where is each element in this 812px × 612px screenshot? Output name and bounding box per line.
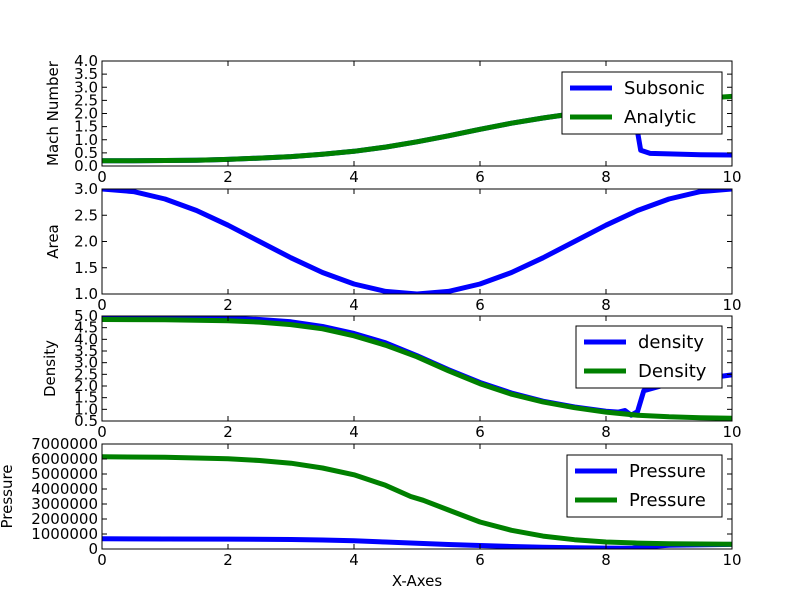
legend-box	[575, 325, 723, 389]
y-tick-label: 1.0	[74, 285, 98, 303]
legend-label: Analytic	[624, 107, 696, 128]
x-tick-label: 10	[722, 551, 741, 569]
series-line-area-0	[102, 189, 732, 294]
axes-frame	[101, 443, 733, 550]
y-tick-label: 3.0	[74, 180, 98, 198]
y-tick-label: 2.5	[74, 206, 98, 224]
x-tick-label: 8	[601, 296, 611, 314]
y-tick-label: 2.0	[74, 233, 98, 251]
y-axis-label: Area	[44, 224, 62, 259]
y-tick-label: 0	[88, 540, 98, 558]
legend-label: density	[638, 332, 704, 353]
axes-frame	[101, 315, 733, 422]
legend-label: Pressure	[629, 490, 706, 511]
y-tick-label: 2000000	[31, 510, 98, 528]
x-tick-label: 10	[722, 296, 741, 314]
y-tick-label: 4.5	[74, 319, 98, 337]
x-tick-label: 6	[475, 168, 485, 186]
x-tick-label: 4	[349, 551, 359, 569]
y-tick-label: 5000000	[31, 465, 98, 483]
panel-2: 0 2 4 6 8 10 1.0 1.5 2.0 2.5 3.0 Area	[44, 180, 742, 314]
y-tick-label: 1.0	[74, 131, 98, 149]
x-tick-label: 8	[601, 168, 611, 186]
y-tick-label: 2.0	[74, 105, 98, 123]
y-tick-label: 2.5	[74, 91, 98, 109]
y-tick-label: 6000000	[31, 450, 98, 468]
y-tick-label: 3.0	[74, 78, 98, 96]
x-tick-label: 10	[722, 168, 741, 186]
y-tick-label: 1.5	[74, 118, 98, 136]
y-axis-label: Density	[41, 340, 59, 397]
panel-3: 0 2 4 6 8 10 0.51.01.52.02.53.03.54.04.55.0 Den…	[41, 307, 742, 441]
legend: Subsonic Analytic	[561, 71, 723, 135]
x-tick-label: 6	[475, 551, 485, 569]
legend-label: Density	[638, 361, 707, 382]
series-line-density-1	[102, 317, 732, 421]
x-tick-label: 2	[223, 423, 233, 441]
x-tick-label: 4	[349, 296, 359, 314]
panel-1: 0 2 4 6 8 10 0.00.51.01.52.02.53.03.54.0 Mach N…	[44, 52, 742, 186]
y-tick-label: 0.0	[74, 157, 98, 175]
legend-box	[566, 454, 723, 518]
y-tick-label: 4.0	[74, 330, 98, 348]
panel-4: 0 2 4 6 8 10010000002000000300000040000005000…	[0, 435, 742, 569]
axes-frame	[101, 188, 733, 295]
legend-label: Subsonic	[624, 78, 705, 99]
y-tick-label: 0.5	[74, 412, 98, 430]
y-tick-label: 1.5	[74, 259, 98, 277]
x-tick-label: 4	[349, 168, 359, 186]
y-tick-label: 3000000	[31, 495, 98, 513]
y-tick-label: 7000000	[31, 435, 98, 453]
x-tick-label: 8	[601, 423, 611, 441]
x-tick-label: 10	[722, 423, 741, 441]
legend-box	[561, 71, 723, 135]
y-tick-label: 1.5	[74, 389, 98, 407]
legend-label: Pressure	[629, 461, 706, 482]
x-tick-label: 0	[97, 168, 107, 186]
y-tick-label: 3.5	[74, 65, 98, 83]
x-tick-label: 4	[349, 423, 359, 441]
series-line-pressure-0	[102, 536, 732, 549]
x-tick-label: 8	[601, 551, 611, 569]
x-tick-label: 0	[97, 296, 107, 314]
y-tick-label: 1.0	[74, 400, 98, 418]
y-axis-label: Pressure	[0, 464, 16, 528]
y-tick-label: 2.0	[74, 377, 98, 395]
x-tick-label: 6	[475, 296, 485, 314]
x-tick-label: 2	[223, 168, 233, 186]
y-tick-label: 4.0	[74, 52, 98, 70]
y-tick-label: 3.0	[74, 354, 98, 372]
y-tick-label: 1000000	[31, 525, 98, 543]
y-tick-label: 0.5	[74, 144, 98, 162]
y-tick-label: 3.5	[74, 342, 98, 360]
x-tick-label: 6	[475, 423, 485, 441]
x-tick-label: 2	[223, 551, 233, 569]
y-tick-label: 2.5	[74, 365, 98, 383]
legend: Pressure Pressure	[566, 454, 723, 518]
x-tick-label: 2	[223, 296, 233, 314]
y-tick-label: 4000000	[31, 480, 98, 498]
x-axis-label: X-Axes	[392, 572, 443, 590]
legend: density Density	[575, 325, 723, 389]
y-tick-label: 5.0	[74, 307, 98, 325]
x-tick-label: 0	[97, 551, 107, 569]
y-axis-label: Mach Number	[44, 60, 62, 166]
x-tick-label: 0	[97, 423, 107, 441]
series-line-pressure-1	[102, 454, 732, 547]
